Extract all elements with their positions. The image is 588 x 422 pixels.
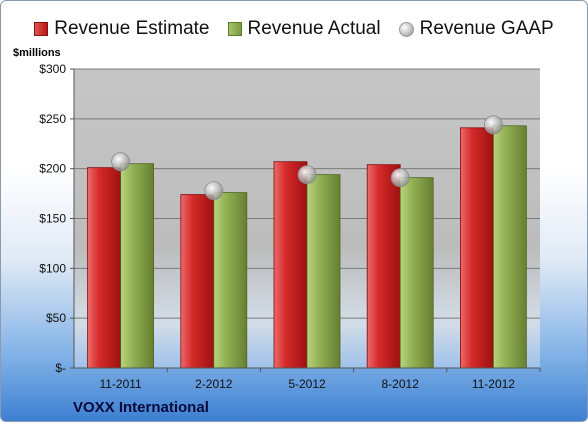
legend-item-estimate: Revenue Estimate — [34, 18, 210, 40]
legend-swatch-actual — [227, 22, 242, 36]
y-tick-label: $200 — [39, 162, 66, 176]
bars — [87, 125, 527, 369]
legend-item-gaap: Revenue GAAP — [398, 18, 554, 40]
legend-label-estimate: Revenue Estimate — [54, 18, 210, 39]
bar-revenue-actual — [120, 163, 154, 369]
x-tick-label: 11-2012 — [472, 377, 515, 391]
legend-label-gaap: Revenue GAAP — [419, 18, 554, 39]
x-tick-label: 5-2012 — [288, 377, 326, 391]
bar-revenue-estimate — [180, 194, 215, 369]
legend-item-actual: Revenue Actual — [227, 18, 381, 40]
marker-revenue-gaap — [483, 115, 503, 135]
y-tick-label: $150 — [39, 212, 66, 226]
y-tick-label: $- — [55, 361, 66, 375]
company-name: VOXX International — [73, 399, 209, 416]
legend-label-actual: Revenue Actual — [247, 18, 381, 39]
legend-swatch-estimate — [34, 22, 49, 36]
y-tick-label: $300 — [39, 62, 66, 76]
y-tick-label: $50 — [46, 311, 66, 325]
bar-revenue-estimate — [366, 164, 401, 369]
y-tick-label: $250 — [39, 112, 66, 126]
bar-revenue-estimate — [459, 127, 494, 369]
legend: Revenue Estimate Revenue Actual Revenue … — [1, 15, 587, 43]
x-tick-label: 8-2012 — [382, 377, 420, 391]
axes: $- $50 $100 $150 $200 $250 $300 11-2011 2-2012 5-… — [39, 62, 541, 391]
marker-revenue-gaap — [111, 152, 130, 172]
y-tick-label: $100 — [39, 261, 66, 275]
y-axis-unit-label: $millions — [13, 47, 61, 59]
marker-revenue-gaap — [297, 165, 317, 185]
bar-revenue-actual — [213, 192, 248, 369]
marker-revenue-gaap — [204, 181, 224, 200]
bar-revenue-estimate — [87, 167, 121, 369]
bar-revenue-estimate — [273, 161, 308, 369]
bar-revenue-actual — [399, 177, 434, 369]
x-tick-label: 11-2011 — [99, 377, 142, 391]
gaap-markers — [111, 115, 503, 200]
bar-revenue-actual — [306, 174, 341, 369]
x-tick-label: 2-2012 — [195, 377, 233, 391]
bar-revenue-actual — [492, 125, 527, 369]
legend-swatch-gaap — [398, 21, 414, 37]
marker-revenue-gaap — [390, 168, 410, 188]
